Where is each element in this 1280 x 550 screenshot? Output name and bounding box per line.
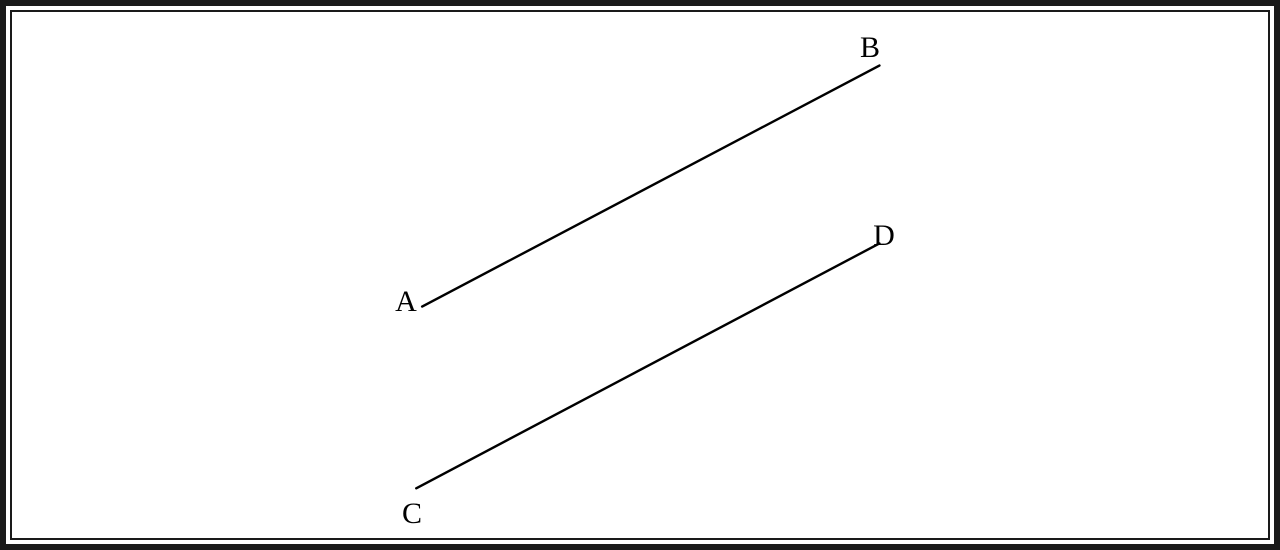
label-d: D <box>873 219 895 253</box>
label-c: C <box>402 497 422 531</box>
line-cd <box>416 243 879 488</box>
label-a: A <box>395 285 417 319</box>
diagram-frame-outer: A B C D <box>0 0 1280 550</box>
line-ab <box>422 66 879 307</box>
label-b: B <box>860 31 880 65</box>
diagram-frame-inner: A B C D <box>10 10 1270 540</box>
diagram-svg <box>12 12 1268 538</box>
